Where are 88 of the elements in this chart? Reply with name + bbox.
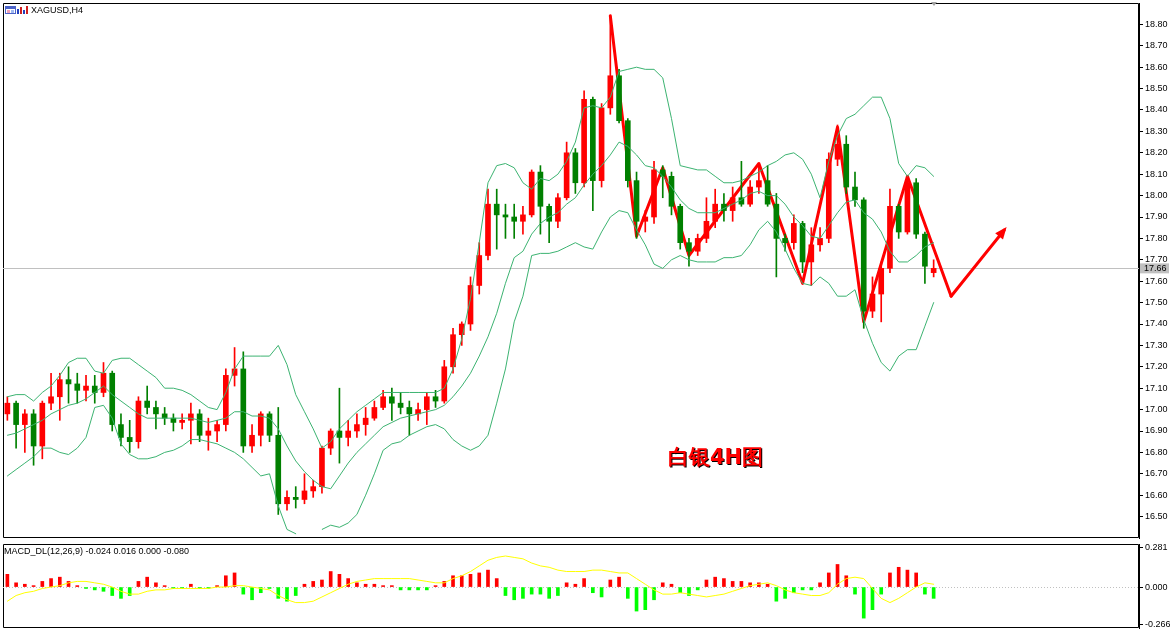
y-tick-label: 18.30	[1145, 125, 1168, 136]
bar	[416, 587, 420, 591]
y-tick-label: 16.60	[1145, 489, 1168, 500]
ref-line-label: 17.66	[1144, 263, 1167, 274]
y-tick-label: 0.281	[1145, 541, 1168, 552]
candlestick	[493, 188, 500, 250]
y-tick-label: 16.70	[1145, 468, 1168, 479]
bar	[293, 587, 298, 596]
bar	[914, 572, 918, 587]
y-tick-label: 17.30	[1145, 339, 1168, 350]
bar	[564, 582, 569, 587]
bar	[521, 587, 525, 599]
bar	[477, 572, 482, 587]
bar	[285, 587, 289, 602]
y-tick-label: 16.90	[1145, 425, 1168, 436]
bar	[853, 587, 857, 595]
bar	[643, 587, 648, 610]
bar	[556, 587, 560, 596]
bar	[241, 587, 246, 595]
y-tick-label: 17.10	[1145, 382, 1168, 393]
candlestick	[188, 402, 194, 445]
bar	[101, 587, 106, 592]
bar	[494, 578, 499, 587]
bar	[92, 587, 97, 591]
bar	[582, 578, 586, 587]
bar	[695, 587, 700, 591]
bar	[713, 576, 718, 587]
bar	[311, 581, 316, 587]
y-tick-label: 18.70	[1145, 40, 1168, 51]
bar	[818, 582, 822, 587]
bar	[625, 587, 630, 599]
bar	[879, 587, 884, 595]
y-tick-label: 17.40	[1145, 318, 1168, 329]
bar	[861, 587, 866, 619]
annotation: 白银4H图	[668, 445, 764, 469]
y-tick-label: 17.60	[1145, 275, 1168, 286]
bar	[189, 583, 193, 587]
bar	[250, 587, 254, 601]
y-tick-label: 18.40	[1145, 104, 1168, 115]
bar	[809, 587, 814, 591]
bar	[591, 587, 595, 594]
bar	[110, 587, 115, 596]
y-tick-label: 18.20	[1145, 147, 1168, 158]
bar	[328, 571, 333, 587]
y-tick-label: 0.000	[1145, 581, 1168, 592]
bar	[923, 587, 927, 595]
y-tick-label: 17.20	[1145, 361, 1168, 372]
bar	[320, 579, 324, 587]
y-tick-label: 16.50	[1145, 511, 1168, 522]
bar	[23, 583, 27, 587]
candlestick	[292, 486, 299, 509]
bar	[49, 578, 53, 587]
bar	[660, 582, 665, 587]
chart-title: MACD_DL(12,26,9) -0.024 0.016 0.000 -0.080	[4, 546, 190, 557]
y-tick-label: -0.266	[1145, 619, 1170, 630]
candlestick	[126, 419, 133, 453]
bar	[40, 581, 45, 587]
bar	[547, 587, 551, 599]
bar	[355, 582, 359, 587]
y-tick-label: 17.90	[1145, 211, 1168, 222]
y-tick-label: 17.00	[1145, 404, 1168, 415]
bar	[896, 566, 901, 587]
y-tick-label: 18.60	[1145, 61, 1168, 72]
y-tick-label: 16.80	[1145, 446, 1168, 457]
chart-title: XAGUSD,H4	[31, 5, 84, 16]
bar	[512, 587, 517, 601]
y-tick-label: 18.10	[1145, 168, 1168, 179]
bar	[529, 587, 534, 595]
bar	[617, 576, 621, 587]
bar	[486, 569, 490, 587]
bar	[608, 579, 613, 587]
candlestick	[91, 375, 98, 404]
bar	[154, 582, 158, 587]
y-tick-label: 18.00	[1145, 190, 1168, 201]
y-tick-label: 17.80	[1145, 232, 1168, 243]
bar	[424, 587, 429, 591]
bar	[826, 572, 831, 587]
y-tick-label: 18.50	[1145, 83, 1168, 94]
candlestick	[511, 203, 518, 239]
y-tick-label: 17.50	[1145, 297, 1168, 308]
bar	[722, 578, 726, 587]
bar	[888, 572, 892, 587]
bar	[14, 582, 18, 587]
bar	[224, 575, 228, 587]
y-tick-label: 17.70	[1145, 254, 1168, 265]
candlestick	[642, 210, 649, 233]
bar	[145, 576, 150, 587]
y-tick-label: 18.80	[1145, 18, 1168, 29]
